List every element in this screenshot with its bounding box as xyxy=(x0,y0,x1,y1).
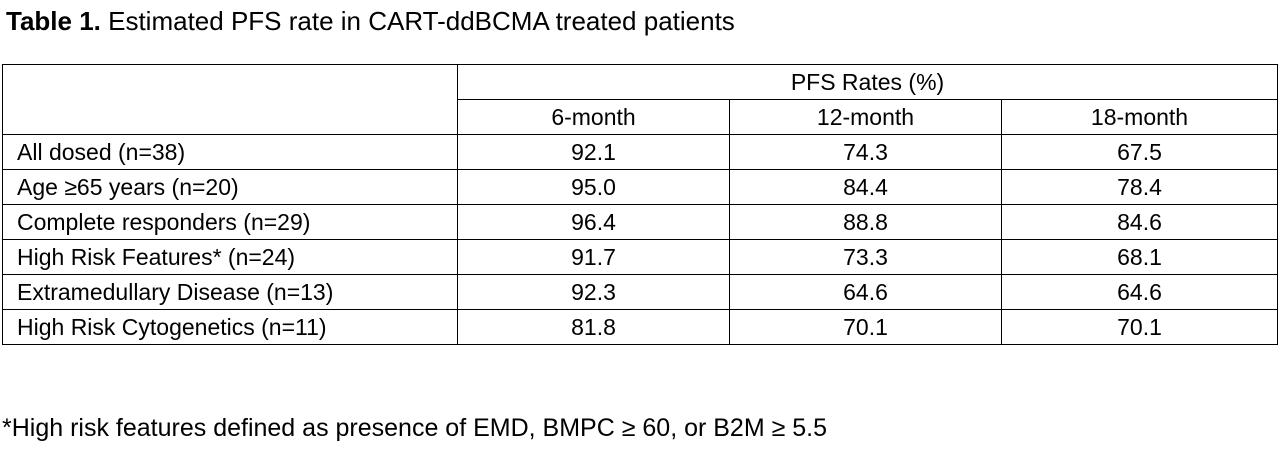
cell-12-month: 84.4 xyxy=(729,169,1002,205)
table-row: High Risk Cytogenetics (n=11) 81.8 70.1 … xyxy=(2,309,1279,345)
table-row: Complete responders (n=29) 96.4 88.8 84.… xyxy=(2,204,1279,240)
cell-6-month: 96.4 xyxy=(457,204,730,240)
table-caption-text: Estimated PFS rate in CART-ddBCMA treate… xyxy=(100,6,735,36)
table-row: Age ≥65 years (n=20) 95.0 84.4 78.4 xyxy=(2,169,1279,205)
row-label-header-cell xyxy=(2,64,458,100)
cell-12-month: 88.8 xyxy=(729,204,1002,240)
table-row: All dosed (n=38) 92.1 74.3 67.5 xyxy=(2,134,1279,170)
cell-18-month: 67.5 xyxy=(1000,134,1279,170)
cell-6-month: 92.3 xyxy=(457,274,730,310)
row-label: Complete responders (n=29) xyxy=(2,204,458,240)
pfs-rates-group-header: PFS Rates (%) xyxy=(456,64,1279,100)
cell-18-month: 78.4 xyxy=(1000,169,1279,205)
column-header-18-month: 18-month xyxy=(1000,99,1279,135)
row-label: High Risk Cytogenetics (n=11) xyxy=(2,309,458,345)
cell-12-month: 73.3 xyxy=(729,239,1002,275)
cell-12-month: 64.6 xyxy=(729,274,1002,310)
pfs-rates-table: PFS Rates (%) 6-month 12-month 18-month … xyxy=(2,64,1279,345)
cell-6-month: 95.0 xyxy=(457,169,730,205)
column-header-12-month: 12-month xyxy=(729,99,1002,135)
cell-6-month: 92.1 xyxy=(457,134,730,170)
cell-12-month: 70.1 xyxy=(729,309,1002,345)
cell-6-month: 81.8 xyxy=(457,309,730,345)
cell-18-month: 64.6 xyxy=(1000,274,1279,310)
table-row: High Risk Features* (n=24) 91.7 73.3 68.… xyxy=(2,239,1279,275)
row-label: Age ≥65 years (n=20) xyxy=(2,169,458,205)
cell-6-month: 91.7 xyxy=(457,239,730,275)
table-caption: Table 1. Estimated PFS rate in CART-ddBC… xyxy=(6,5,735,37)
row-label: All dosed (n=38) xyxy=(2,134,458,170)
cell-12-month: 74.3 xyxy=(729,134,1002,170)
table-footnote: *High risk features defined as presence … xyxy=(2,414,828,442)
cell-18-month: 70.1 xyxy=(1000,309,1279,345)
row-label: High Risk Features* (n=24) xyxy=(2,239,458,275)
column-header-6-month: 6-month xyxy=(457,99,730,135)
row-label-header-cell-lower xyxy=(2,99,458,135)
table-header-row-group: PFS Rates (%) xyxy=(2,64,1279,100)
cell-18-month: 68.1 xyxy=(1000,239,1279,275)
row-label: Extramedullary Disease (n=13) xyxy=(2,274,458,310)
table-header-row-columns: 6-month 12-month 18-month xyxy=(2,99,1279,135)
table-row: Extramedullary Disease (n=13) 92.3 64.6 … xyxy=(2,274,1279,310)
table-caption-label: Table 1. xyxy=(6,6,101,36)
cell-18-month: 84.6 xyxy=(1000,204,1279,240)
